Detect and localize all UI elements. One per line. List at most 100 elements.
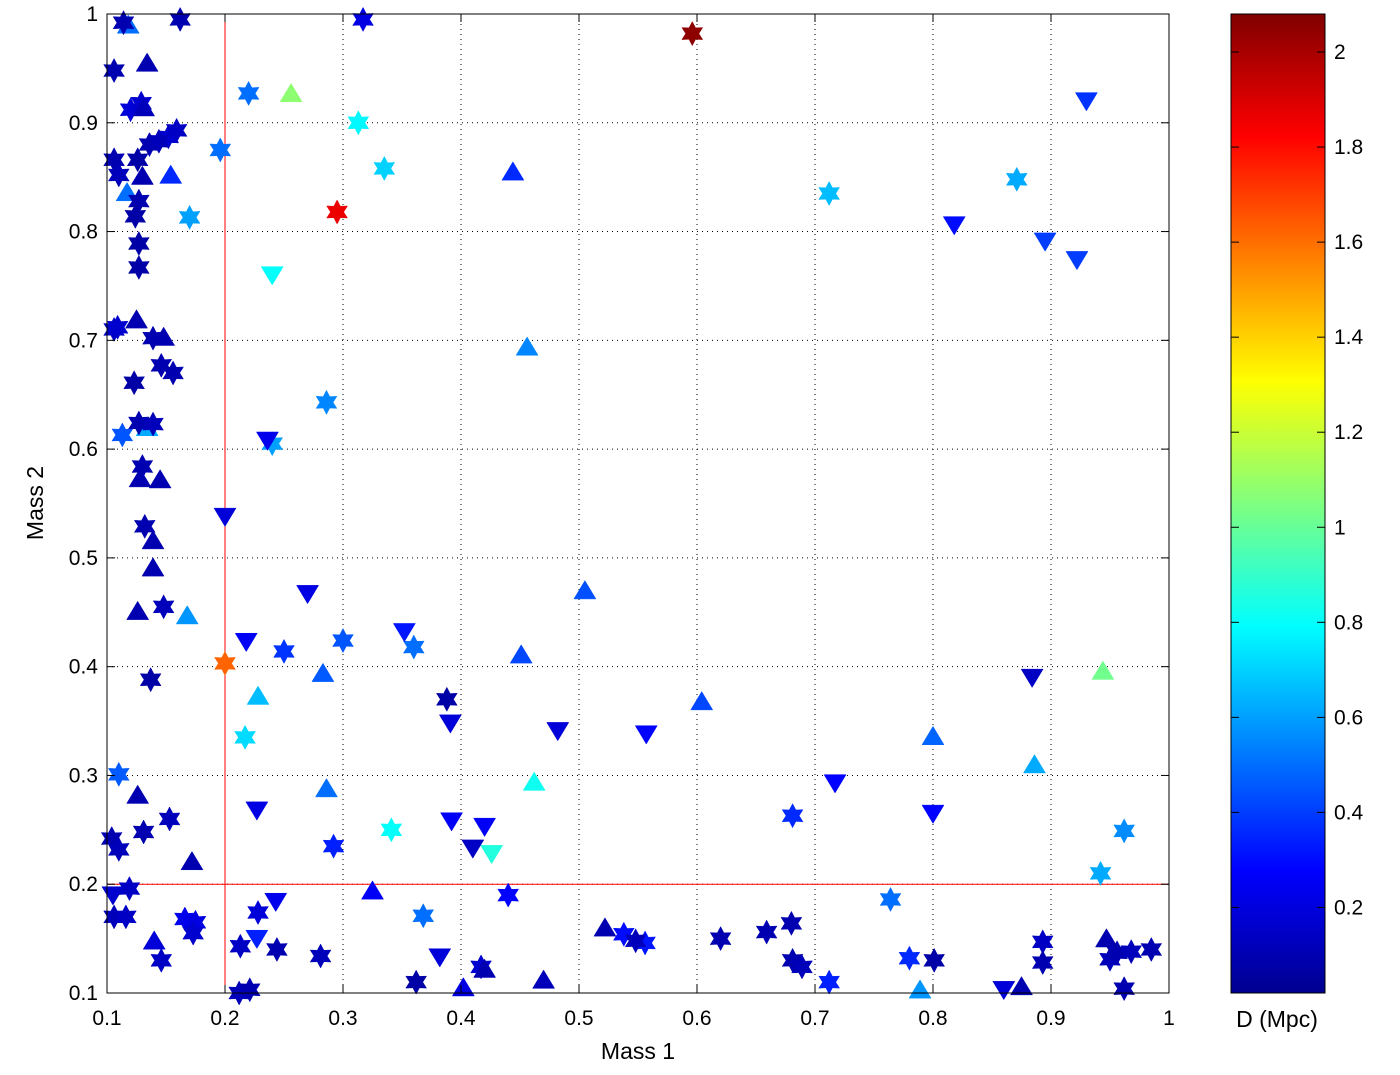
colorbar-tick-label: 0.2	[1334, 896, 1363, 919]
data-point-star	[681, 21, 704, 47]
data-point-triangle-down	[1065, 251, 1089, 271]
data-point-triangle-down	[264, 892, 288, 913]
data-point-star	[178, 204, 201, 230]
colorbar-tick-label: 0.8	[1334, 611, 1363, 634]
colorbar-label: D (Mpc)	[1236, 1006, 1318, 1032]
x-tick-label: 0.6	[682, 1007, 711, 1030]
data-point-star	[165, 117, 188, 143]
plot-frame	[106, 13, 1170, 994]
data-point-triangle-up	[126, 600, 150, 620]
data-point-star	[128, 410, 150, 436]
axis-ticks	[106, 13, 1170, 994]
data-point-star	[1089, 860, 1112, 886]
data-point-triangle-up	[130, 165, 154, 185]
data-point-triangle-down	[245, 929, 269, 949]
data-point-star	[332, 628, 354, 654]
data-point-star	[791, 954, 813, 980]
y-tick-label: 0.5	[69, 547, 98, 570]
data-point-star	[209, 137, 232, 163]
data-point-star	[402, 634, 425, 660]
data-point-triangle-up	[152, 326, 176, 346]
data-point-triangle-down	[921, 804, 945, 824]
x-axis-label: Mass 1	[601, 1038, 675, 1064]
data-point-star	[380, 817, 403, 843]
data-point-star	[214, 650, 236, 676]
data-point-star	[132, 819, 155, 845]
data-point-star	[309, 943, 332, 969]
data-point-star	[112, 10, 135, 36]
data-point-triangle-down	[256, 431, 279, 451]
x-tick-label: 0.1	[92, 1007, 121, 1030]
data-point-triangle-down	[634, 725, 658, 745]
data-point-triangle-up	[315, 778, 338, 798]
data-point-triangle-up	[180, 850, 204, 871]
data-point-star	[123, 370, 145, 396]
data-point-triangle-down	[461, 839, 485, 859]
x-tick-label: 0.2	[210, 1007, 239, 1030]
data-point-triangle-down	[473, 817, 497, 837]
data-point-triangle-down	[245, 801, 269, 821]
data-point-star	[373, 155, 396, 181]
data-point-triangle-down	[234, 632, 258, 653]
data-point-triangle-up	[311, 662, 335, 682]
data-point-triangle-down	[296, 585, 320, 605]
data-point-star	[780, 910, 803, 936]
y-tick-label: 0.7	[69, 329, 98, 352]
data-point-star	[326, 199, 348, 225]
data-point-star	[118, 876, 141, 902]
data-point-star	[781, 803, 804, 829]
data-point-star	[169, 6, 192, 32]
data-point-triangle-up	[279, 83, 303, 103]
x-tick-label: 0.5	[564, 1007, 593, 1030]
x-tick-label: 0.7	[800, 1007, 829, 1030]
data-point-triangle-down	[1020, 668, 1044, 688]
data-point-triangle-up	[1023, 754, 1046, 774]
data-point-triangle-up	[515, 336, 539, 356]
data-point-star	[107, 836, 130, 862]
data-point-triangle-up	[921, 725, 945, 745]
data-point-triangle-up	[473, 958, 497, 978]
data-point-star	[879, 886, 902, 912]
data-point-star	[234, 724, 256, 750]
colorbar-ticks: 0.2 0.4 0.6 0.8 1 1.2 1.4 1.6 1.8 2	[1231, 41, 1364, 919]
y-tick-label: 1	[86, 3, 98, 26]
data-point-star	[107, 761, 130, 787]
y-tick-labels: 0.1 0.2 0.3 0.4 0.5 0.6 0.7 0.8 0.9 1	[69, 3, 99, 1005]
data-point-star	[126, 147, 149, 173]
data-point-triangle-down	[1074, 92, 1098, 112]
data-point-star	[229, 933, 252, 959]
x-tick-label: 0.4	[446, 1007, 476, 1030]
data-point-triangle-down	[213, 507, 237, 527]
data-point-star	[162, 360, 184, 386]
x-tick-labels: 0.1 0.2 0.3 0.4 0.5 0.6 0.7 0.8 0.9 1	[92, 1007, 1174, 1030]
data-point-star	[1140, 936, 1163, 963]
data-point-star	[322, 833, 345, 859]
data-point-triangle-up	[141, 530, 165, 550]
colorbar-tick-label: 1.2	[1334, 421, 1363, 444]
data-point-triangle-up	[1010, 976, 1033, 996]
y-axis-label: Mass 2	[22, 466, 48, 540]
y-tick-label: 0.1	[69, 982, 98, 1005]
data-point-star	[247, 899, 269, 926]
reference-lines	[107, 14, 1169, 993]
data-point-star	[1120, 939, 1143, 965]
data-point-star	[412, 903, 435, 929]
data-point-star	[124, 203, 147, 229]
data-point-triangle-up	[125, 309, 148, 329]
data-point-star	[150, 352, 173, 378]
data-point-star	[133, 513, 156, 539]
colorbar-tick-label: 1.4	[1334, 326, 1364, 349]
y-tick-label: 0.9	[69, 112, 98, 135]
data-point-star	[139, 667, 162, 693]
data-point-star	[612, 921, 635, 947]
data-point-star	[352, 6, 374, 32]
x-tick-label: 0.9	[1036, 1007, 1065, 1030]
data-point-star	[238, 977, 261, 1003]
x-tick-label: 0.3	[328, 1007, 357, 1030]
data-point-triangle-down	[546, 722, 570, 742]
data-point-star	[150, 947, 173, 973]
data-point-triangle-up	[126, 784, 150, 804]
data-point-triangle-up	[690, 691, 714, 711]
colorbar-tick-label: 1	[1334, 516, 1346, 539]
